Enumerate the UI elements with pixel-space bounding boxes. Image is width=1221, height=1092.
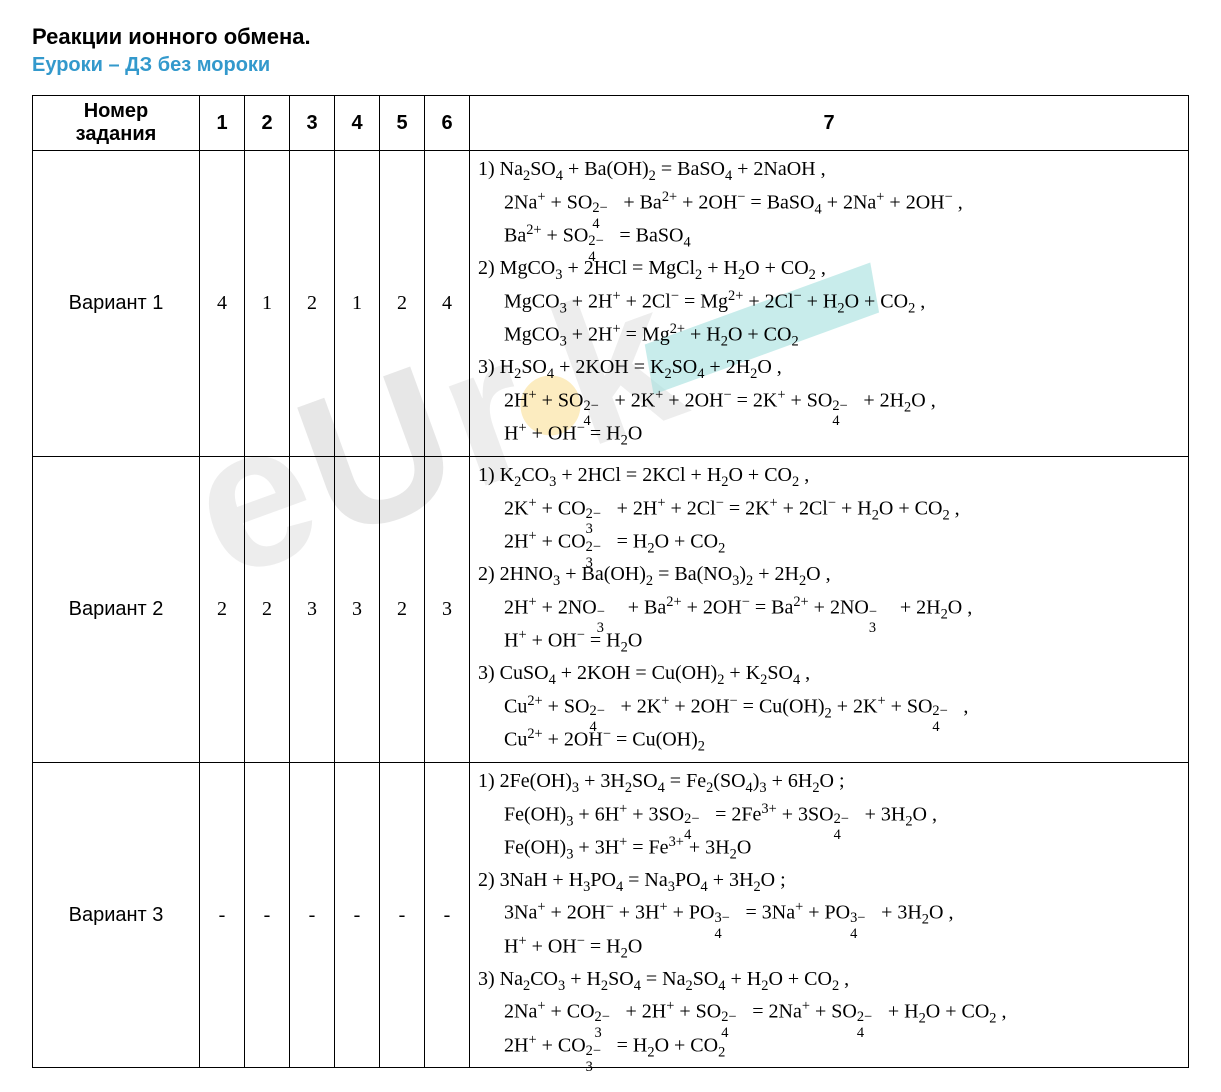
equation-line: Cu2+ + 2OH− = Cu(OH)2 <box>478 724 1180 758</box>
answer-cell: 1 <box>245 151 290 457</box>
answer-cell: 4 <box>200 151 245 457</box>
answer-cell: 2 <box>380 456 425 762</box>
equation-line: 3Na+ + 2OH− + 3H+ + PO3−4 = 3Na+ + PO3−4… <box>478 897 1180 931</box>
equation-line: 2) MgCO3 + 2HCl = MgCl2 + H2O + CO2 , <box>478 254 1180 286</box>
equation-line: Fe(OH)3 + 3H+ = Fe3+ + 3H2O <box>478 832 1180 866</box>
equation-line: MgCO3 + 2H+ + 2Cl− = Mg2+ + 2Cl− + H2O +… <box>478 286 1180 320</box>
table-header-row: Номер задания 1 2 3 4 5 6 7 <box>33 96 1189 151</box>
equation-line: 2H+ + 2NO−3 + Ba2+ + 2OH− = Ba2+ + 2NO−3… <box>478 592 1180 626</box>
answer-cell: - <box>200 762 245 1068</box>
equation-line: Ba2+ + SO2−4 = BaSO4 <box>478 220 1180 254</box>
page-subtitle: Еуроки – ДЗ без мороки <box>32 54 1189 77</box>
answer-cell: - <box>290 762 335 1068</box>
answer-cell: 4 <box>425 151 470 457</box>
row-label: Вариант 1 <box>33 151 200 457</box>
table-row: Вариант 14121241) Na2SO4 + Ba(OH)2 = BaS… <box>33 151 1189 457</box>
table-row: Вариант 3------1) 2Fe(OH)3 + 3H2SO4 = Fe… <box>33 762 1189 1068</box>
equation-line: 1) 2Fe(OH)3 + 3H2SO4 = Fe2(SO4)3 + 6H2O … <box>478 767 1180 799</box>
page-title: Реакции ионного обмена. <box>32 24 1189 50</box>
equation-line: 3) CuSO4 + 2KOH = Cu(OH)2 + K2SO4 , <box>478 659 1180 691</box>
col-5: 5 <box>380 96 425 151</box>
equation-line: 2H+ + CO2−3 = H2O + CO2 <box>478 1030 1180 1064</box>
answer-cell: 2 <box>380 151 425 457</box>
answer-cell: 3 <box>335 456 380 762</box>
answer-cell: 2 <box>290 151 335 457</box>
equation-line: H+ + OH− = H2O <box>478 931 1180 965</box>
equation-line: 2K+ + CO2−3 + 2H+ + 2Cl− = 2K+ + 2Cl− + … <box>478 493 1180 527</box>
col-7: 7 <box>470 96 1189 151</box>
answer-cell: 3 <box>290 456 335 762</box>
answer-cell: 2 <box>200 456 245 762</box>
answer-cell: - <box>425 762 470 1068</box>
col-1: 1 <box>200 96 245 151</box>
equation-line: 2) 3NaH + H3PO4 = Na3PO4 + 3H2O ; <box>478 866 1180 898</box>
equation-line: Fe(OH)3 + 6H+ + 3SO2−4 = 2Fe3+ + 3SO2−4 … <box>478 799 1180 833</box>
equation-line: 2Na+ + SO2−4 + Ba2+ + 2OH− = BaSO4 + 2Na… <box>478 187 1180 221</box>
answer-cell: - <box>245 762 290 1068</box>
answer-cell: 1 <box>335 151 380 457</box>
col-6: 6 <box>425 96 470 151</box>
equations-cell: 1) Na2SO4 + Ba(OH)2 = BaSO4 + 2NaOH ,2Na… <box>470 151 1189 457</box>
equation-line: Cu2+ + SO2−4 + 2K+ + 2OH− = Cu(OH)2 + 2K… <box>478 691 1180 725</box>
equation-line: MgCO3 + 2H+ = Mg2+ + H2O + CO2 <box>478 319 1180 353</box>
equations-cell: 1) 2Fe(OH)3 + 3H2SO4 = Fe2(SO4)3 + 6H2O … <box>470 762 1189 1068</box>
equation-line: H+ + OH− = H2O <box>478 625 1180 659</box>
row-label: Вариант 2 <box>33 456 200 762</box>
equation-line: 1) K2CO3 + 2HCl = 2KCl + H2O + CO2 , <box>478 461 1180 493</box>
equation-line: 3) Na2CO3 + H2SO4 = Na2SO4 + H2O + CO2 , <box>478 965 1180 997</box>
table-row: Вариант 22233231) K2CO3 + 2HCl = 2KCl + … <box>33 456 1189 762</box>
col-4: 4 <box>335 96 380 151</box>
answer-cell: - <box>335 762 380 1068</box>
equation-line: 2H+ + CO2−3 = H2O + CO2 <box>478 526 1180 560</box>
answer-cell: 3 <box>425 456 470 762</box>
equations-cell: 1) K2CO3 + 2HCl = 2KCl + H2O + CO2 ,2K+ … <box>470 456 1189 762</box>
answers-table: Номер задания 1 2 3 4 5 6 7 Вариант 1412… <box>32 95 1189 1068</box>
col-3: 3 <box>290 96 335 151</box>
equation-line: 3) H2SO4 + 2KOH = K2SO4 + 2H2O , <box>478 353 1180 385</box>
equation-line: 2Na+ + CO2−3 + 2H+ + SO2−4 = 2Na+ + SO2−… <box>478 996 1180 1030</box>
col-2: 2 <box>245 96 290 151</box>
equation-line: 1) Na2SO4 + Ba(OH)2 = BaSO4 + 2NaOH , <box>478 155 1180 187</box>
answer-cell: - <box>380 762 425 1068</box>
equation-line: 2) 2HNO3 + Ba(OH)2 = Ba(NO3)2 + 2H2O , <box>478 560 1180 592</box>
header-label: Номер задания <box>33 96 200 151</box>
answer-cell: 2 <box>245 456 290 762</box>
equation-line: 2H+ + SO2−4 + 2K+ + 2OH− = 2K+ + SO2−4 +… <box>478 385 1180 419</box>
row-label: Вариант 3 <box>33 762 200 1068</box>
